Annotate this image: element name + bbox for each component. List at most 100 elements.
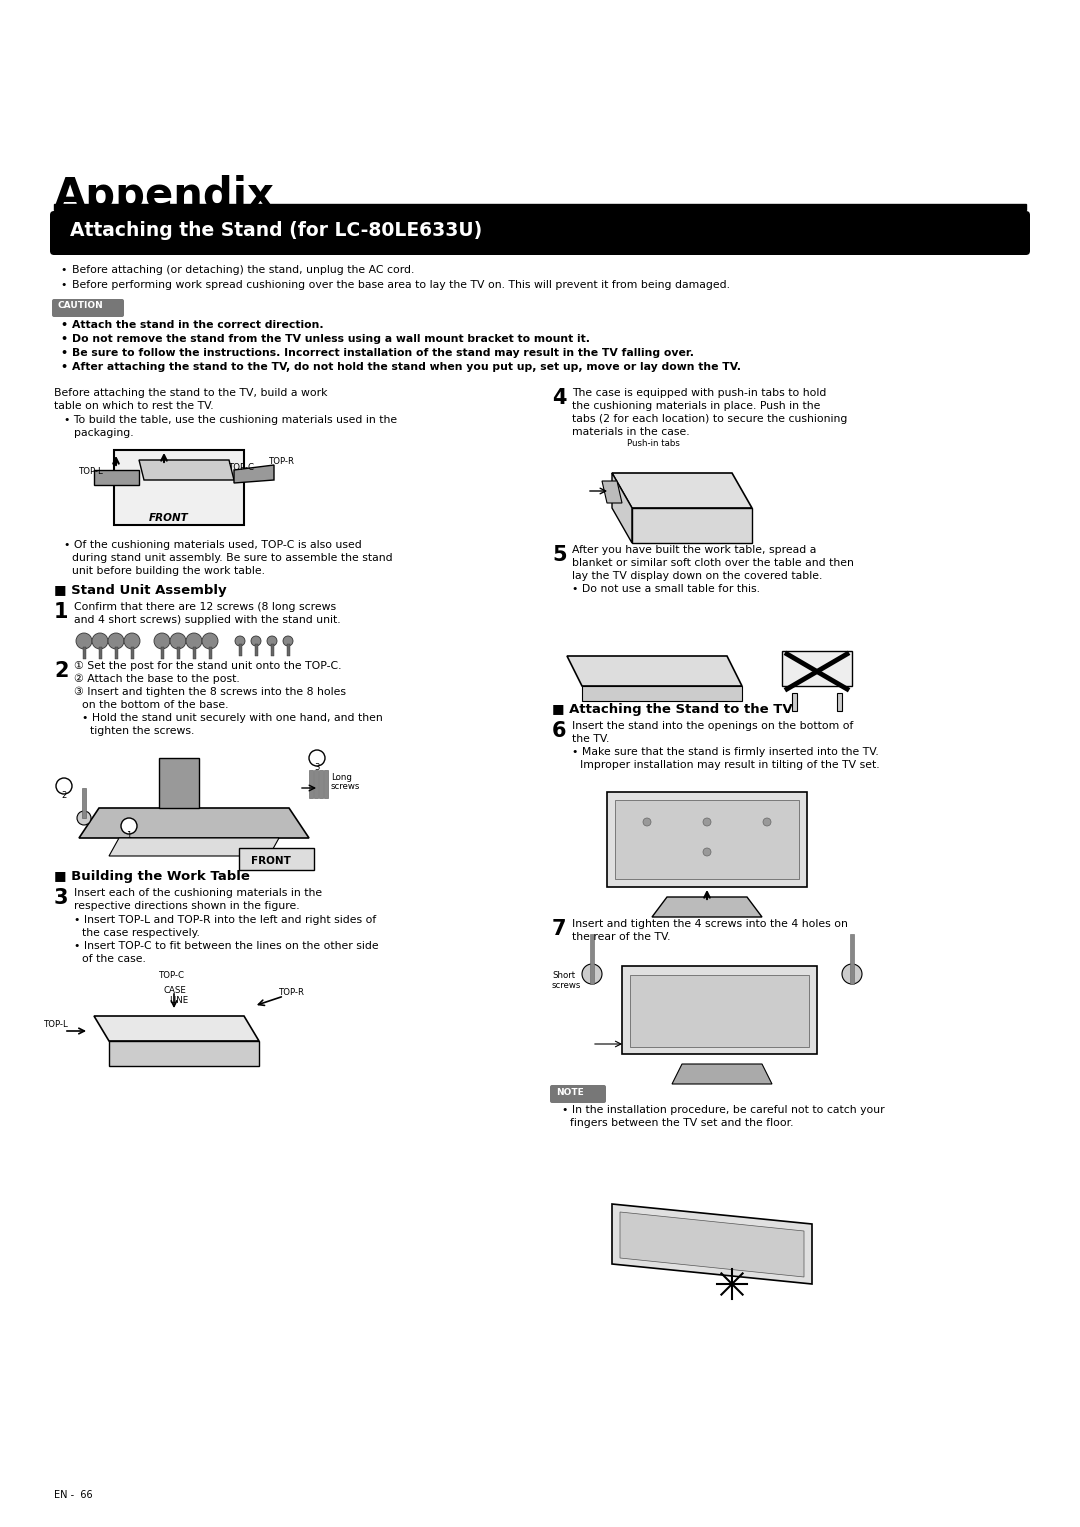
Text: the case respectively.: the case respectively. xyxy=(82,928,200,938)
Circle shape xyxy=(703,847,711,857)
Bar xyxy=(309,770,313,799)
Polygon shape xyxy=(620,1212,804,1277)
Polygon shape xyxy=(632,508,752,544)
Polygon shape xyxy=(612,1203,812,1284)
Bar xyxy=(782,651,852,686)
Text: • Insert TOP-L and TOP-R into the left and right sides of: • Insert TOP-L and TOP-R into the left a… xyxy=(75,915,376,925)
Text: table on which to rest the TV.: table on which to rest the TV. xyxy=(54,402,214,411)
Polygon shape xyxy=(109,838,279,857)
Text: packaging.: packaging. xyxy=(75,428,134,438)
Text: ① Set the post for the stand unit onto the TOP-C.: ① Set the post for the stand unit onto t… xyxy=(75,661,341,670)
Bar xyxy=(176,647,179,660)
Bar xyxy=(314,770,318,799)
Circle shape xyxy=(251,637,261,646)
Text: EN -  66: EN - 66 xyxy=(54,1490,93,1500)
Bar xyxy=(324,770,328,799)
Text: Insert and tighten the 4 screws into the 4 holes on: Insert and tighten the 4 screws into the… xyxy=(572,919,848,928)
Text: 6: 6 xyxy=(552,721,567,741)
Polygon shape xyxy=(94,470,139,486)
Text: Before performing work spread cushioning over the base area to lay the TV on. Th: Before performing work spread cushioning… xyxy=(72,279,730,290)
Text: tighten the screws.: tighten the screws. xyxy=(90,725,194,736)
Circle shape xyxy=(235,637,245,646)
Text: TOP-L: TOP-L xyxy=(79,467,104,476)
Bar xyxy=(837,693,842,712)
Text: Attaching the Stand (for LC-80LE633U): Attaching the Stand (for LC-80LE633U) xyxy=(70,221,483,240)
Text: •: • xyxy=(60,279,66,290)
Circle shape xyxy=(76,634,92,649)
Circle shape xyxy=(121,818,137,834)
Bar xyxy=(850,935,854,983)
Circle shape xyxy=(582,964,602,983)
Bar xyxy=(114,450,244,525)
Circle shape xyxy=(92,634,108,649)
Text: •: • xyxy=(60,348,67,357)
Text: •: • xyxy=(60,266,66,275)
Bar xyxy=(109,1041,259,1066)
Circle shape xyxy=(56,777,72,794)
Text: on the bottom of the base.: on the bottom of the base. xyxy=(82,699,229,710)
Bar xyxy=(607,793,807,887)
Text: screws: screws xyxy=(552,980,581,989)
Text: the cushioning materials in place. Push in the: the cushioning materials in place. Push … xyxy=(572,402,821,411)
Circle shape xyxy=(154,634,170,649)
Polygon shape xyxy=(612,473,632,544)
Bar xyxy=(255,644,257,657)
Text: ② Attach the base to the post.: ② Attach the base to the post. xyxy=(75,673,240,684)
Text: Insert each of the cushioning materials in the: Insert each of the cushioning materials … xyxy=(75,889,322,898)
Polygon shape xyxy=(94,1015,259,1041)
Text: during stand unit assembly. Be sure to assemble the stand: during stand unit assembly. Be sure to a… xyxy=(72,553,393,563)
Text: 1: 1 xyxy=(126,831,132,840)
Text: screws: screws xyxy=(330,782,361,791)
FancyBboxPatch shape xyxy=(52,299,124,318)
Circle shape xyxy=(842,964,862,983)
Text: and 4 short screws) supplied with the stand unit.: and 4 short screws) supplied with the st… xyxy=(75,615,340,625)
Circle shape xyxy=(186,634,202,649)
Text: TOP-L: TOP-L xyxy=(44,1020,69,1029)
Bar xyxy=(239,644,242,657)
Bar xyxy=(192,647,195,660)
Bar xyxy=(270,644,273,657)
Text: blanket or similar soft cloth over the table and then: blanket or similar soft cloth over the t… xyxy=(572,557,854,568)
Text: Do not remove the stand from the TV unless using a wall mount bracket to mount i: Do not remove the stand from the TV unle… xyxy=(72,334,590,344)
Bar xyxy=(98,647,102,660)
Text: • Insert TOP-C to fit between the lines on the other side: • Insert TOP-C to fit between the lines … xyxy=(75,941,379,951)
Polygon shape xyxy=(567,657,742,686)
Bar xyxy=(615,800,799,880)
Bar xyxy=(622,967,816,1054)
Bar xyxy=(82,647,85,660)
Text: TOP-C: TOP-C xyxy=(159,971,185,980)
Polygon shape xyxy=(139,460,234,479)
Circle shape xyxy=(77,811,91,825)
Text: the TV.: the TV. xyxy=(572,734,609,744)
Text: LINE: LINE xyxy=(168,996,188,1005)
FancyBboxPatch shape xyxy=(50,211,1030,255)
Text: Long: Long xyxy=(330,773,352,782)
Text: Before attaching (or detaching) the stand, unplug the AC cord.: Before attaching (or detaching) the stan… xyxy=(72,266,415,275)
Polygon shape xyxy=(652,896,762,918)
Text: ③ Insert and tighten the 8 screws into the 8 holes: ③ Insert and tighten the 8 screws into t… xyxy=(75,687,346,698)
Text: Attach the stand in the correct direction.: Attach the stand in the correct directio… xyxy=(72,321,324,330)
Text: FRONT: FRONT xyxy=(251,857,291,866)
Text: •: • xyxy=(60,362,67,373)
Text: 4: 4 xyxy=(552,388,567,408)
Circle shape xyxy=(283,637,293,646)
Text: TOP-R: TOP-R xyxy=(279,988,305,997)
Text: Appendix: Appendix xyxy=(54,176,275,217)
Text: Short: Short xyxy=(552,971,576,980)
Text: Be sure to follow the instructions. Incorrect installation of the stand may resu: Be sure to follow the instructions. Inco… xyxy=(72,348,694,357)
Text: tabs (2 for each location) to secure the cushioning: tabs (2 for each location) to secure the… xyxy=(572,414,848,425)
Bar xyxy=(161,647,163,660)
Text: ■ Building the Work Table: ■ Building the Work Table xyxy=(54,870,249,883)
Circle shape xyxy=(108,634,124,649)
Text: Confirm that there are 12 screws (8 long screws: Confirm that there are 12 screws (8 long… xyxy=(75,602,336,612)
Bar xyxy=(131,647,134,660)
Circle shape xyxy=(202,634,218,649)
Text: 7: 7 xyxy=(552,919,567,939)
Circle shape xyxy=(703,818,711,826)
Circle shape xyxy=(124,634,140,649)
Text: NOTE: NOTE xyxy=(556,1089,584,1096)
Bar xyxy=(590,935,594,983)
Bar xyxy=(54,205,1026,211)
Polygon shape xyxy=(234,466,274,483)
Circle shape xyxy=(170,634,186,649)
